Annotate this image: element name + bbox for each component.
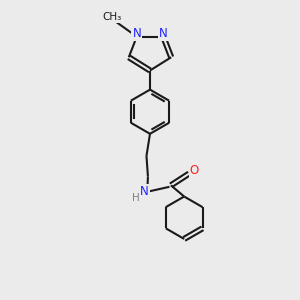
Text: N: N xyxy=(140,185,149,198)
Text: CH₃: CH₃ xyxy=(102,13,121,22)
Text: H: H xyxy=(132,193,140,203)
Text: O: O xyxy=(190,164,199,177)
Text: N: N xyxy=(159,27,168,40)
Text: N: N xyxy=(132,27,141,40)
